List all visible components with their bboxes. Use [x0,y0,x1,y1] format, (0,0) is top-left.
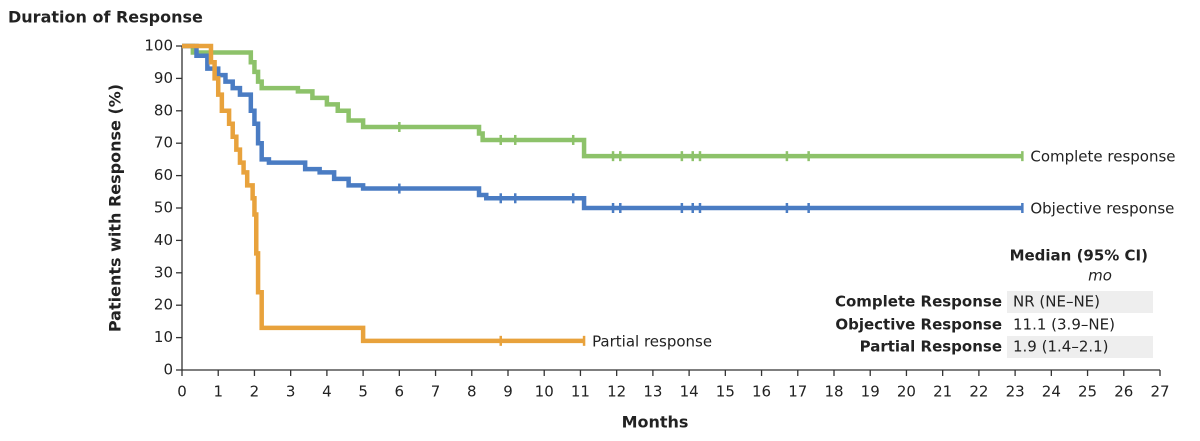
y-tick-label: 0 [163,361,173,379]
x-tick-label: 27 [1150,383,1169,401]
x-axis-label: Months [622,413,689,432]
x-tick-label: 20 [897,383,916,401]
y-tick-label: 70 [154,134,173,152]
y-axis-label: Patients with Response (%) [106,84,125,332]
x-tick-label: 19 [861,383,880,401]
y-tick-label: 30 [154,263,173,281]
survival-line [182,43,1023,159]
x-tick-label: 3 [286,383,296,401]
x-tick-label: 0 [177,383,187,401]
y-tick-label: 10 [154,328,173,346]
y-tick-label: 50 [154,199,173,217]
table-row-name: Partial Response [860,338,1002,356]
y-tick-label: 80 [154,101,173,119]
y-tick-label: 40 [154,231,173,249]
x-tick-label: 16 [752,383,771,401]
y-tick-label: 20 [154,296,173,314]
table-row-value: NR (NE–NE) [1013,293,1100,311]
survival-line [182,43,585,344]
x-tick-label: 7 [431,383,441,401]
x-tick-label: 23 [1006,383,1025,401]
series-label: Partial response [592,332,712,350]
x-tick-label: 9 [503,383,513,401]
x-tick-label: 6 [395,383,405,401]
series-label: Complete response [1030,148,1175,166]
x-tick-label: 11 [571,383,590,401]
x-tick-label: 24 [1042,383,1061,401]
x-tick-label: 18 [824,383,843,401]
series-label: Objective response [1030,200,1174,218]
table-unit: mo [1088,267,1112,285]
y-tick-label: 100 [144,37,173,55]
x-tick-label: 8 [467,383,477,401]
x-tick-label: 1 [213,383,223,401]
x-tick-label: 21 [933,383,952,401]
y-tick-label: 60 [154,166,173,184]
x-tick-label: 10 [535,383,554,401]
table-row-value: 1.9 (1.4–2.1) [1013,338,1109,356]
x-tick-label: 17 [788,383,807,401]
x-tick-label: 5 [358,383,368,401]
x-tick-label: 26 [1114,383,1133,401]
table-row-name: Complete Response [835,293,1002,311]
chart-title: Duration of Response [8,8,203,27]
x-tick-label: 22 [969,383,988,401]
table-cell-bg [1007,291,1153,313]
table-title: Median (95% CI) [1010,247,1148,265]
table-row-value: 11.1 (3.9–NE) [1013,316,1115,334]
survival-line [182,43,1023,211]
table-cell-bg [1007,336,1153,358]
x-tick-label: 12 [607,383,626,401]
x-tick-label: 25 [1078,383,1097,401]
x-tick-label: 4 [322,383,332,401]
x-tick-label: 2 [250,383,260,401]
x-tick-label: 14 [680,383,699,401]
x-tick-label: 15 [716,383,735,401]
x-tick-label: 13 [643,383,662,401]
table-row-name: Objective Response [835,316,1002,334]
y-tick-label: 90 [154,69,173,87]
